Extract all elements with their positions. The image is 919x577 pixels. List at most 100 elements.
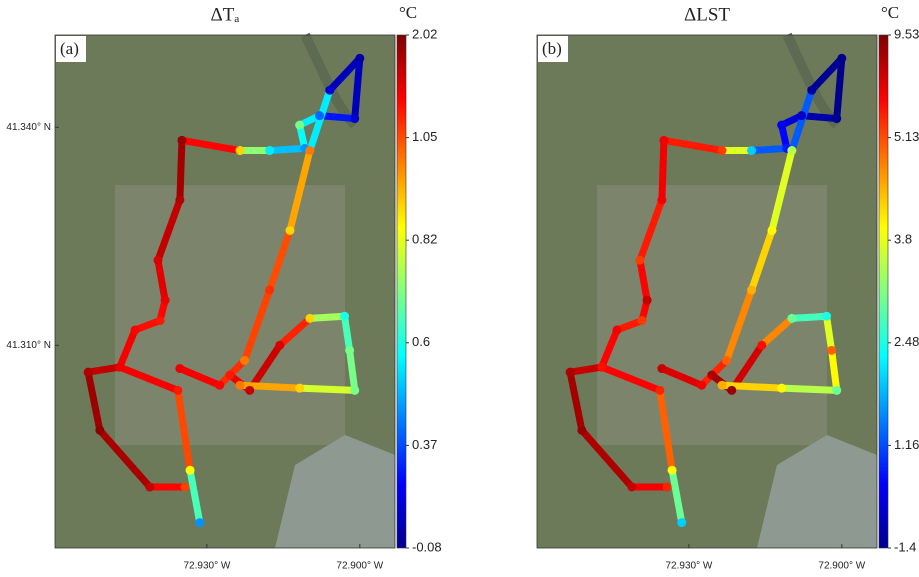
figure: 72.930° W 72.900° W 41.340° N 41.310° N (a) Δ…	[0, 0, 919, 577]
x-tick-label: 72.930° W	[665, 561, 712, 572]
route-point	[747, 286, 756, 295]
route-point	[340, 312, 349, 321]
colorbar-tick-label: 5.13	[894, 129, 919, 144]
route-point	[245, 386, 254, 395]
route-segment	[180, 140, 182, 200]
colorbar-tick-label: -1.4	[894, 539, 916, 554]
route-point	[195, 518, 204, 527]
y-tick-label: 41.340° N	[6, 122, 51, 133]
route-point	[657, 364, 666, 373]
route-point	[350, 114, 359, 123]
route-segment	[792, 316, 827, 318]
colorbar-tick-label: 1.05	[412, 129, 437, 144]
route-point	[832, 386, 841, 395]
colorbar	[397, 35, 406, 548]
colorbar-tick-label: 0.82	[412, 232, 437, 247]
route-segment	[662, 140, 664, 200]
route-point	[577, 426, 586, 435]
route-point	[566, 368, 575, 377]
route-point	[175, 364, 184, 373]
route-point	[186, 466, 195, 475]
route-point	[777, 384, 786, 393]
x-tick-label: 72.900° W	[818, 561, 865, 572]
route-point	[787, 314, 796, 323]
colorbar-tick-label: 2.02	[412, 26, 437, 41]
colorbar-tick-label: 3.8	[894, 232, 912, 247]
route-segment	[782, 388, 837, 390]
route-point	[115, 363, 124, 372]
colorbar-tick-label: 2.48	[894, 334, 919, 349]
colorbar-tick-label: 0.37	[412, 437, 437, 452]
route-point	[177, 136, 186, 145]
route-point	[350, 386, 359, 395]
route-point	[757, 341, 766, 350]
route-point	[236, 146, 245, 155]
route-point	[659, 136, 668, 145]
colorbar-tick-label: -0.08	[412, 539, 442, 554]
route-point	[153, 256, 162, 265]
route-point	[707, 371, 716, 380]
route-point	[236, 381, 245, 390]
route-point	[677, 518, 686, 527]
route-point	[627, 482, 636, 491]
route-point	[777, 121, 786, 130]
route-point	[613, 326, 622, 335]
route-point	[718, 146, 727, 155]
route-point	[156, 316, 165, 325]
route-point	[305, 314, 314, 323]
route-point	[767, 226, 776, 235]
route-point	[355, 54, 364, 63]
route-point	[747, 146, 756, 155]
y-tick-label: 41.310° N	[6, 340, 51, 351]
route-point	[643, 296, 652, 305]
route-point	[697, 381, 706, 390]
route-point	[832, 114, 841, 123]
route-point	[822, 312, 831, 321]
panel-label: (a)	[60, 39, 79, 58]
route-point	[95, 426, 104, 435]
route-point	[275, 341, 284, 350]
route-point	[325, 86, 334, 95]
route-point	[145, 482, 154, 491]
route-point	[161, 296, 170, 305]
route-point	[84, 368, 93, 377]
route-point	[295, 121, 304, 130]
route-point	[718, 381, 727, 390]
route-point	[240, 356, 249, 365]
route-point	[655, 386, 664, 395]
route-point	[265, 146, 274, 155]
route-point	[131, 326, 140, 335]
route-point	[787, 146, 796, 155]
route-point	[657, 195, 666, 204]
route-point	[837, 54, 846, 63]
route-point	[827, 346, 836, 355]
route-point	[597, 363, 606, 372]
route-segment	[300, 388, 355, 390]
colorbar-unit: °C	[399, 3, 417, 22]
route-point	[807, 86, 816, 95]
colorbar-tick-label: 0.6	[412, 334, 430, 349]
chart-title: ΔLST	[684, 4, 730, 25]
panel-label: (b)	[542, 39, 562, 58]
route-point	[722, 356, 731, 365]
route-point	[180, 482, 189, 491]
route-point	[345, 346, 354, 355]
route-point	[797, 111, 806, 120]
route-point	[215, 381, 224, 390]
route-segment	[752, 148, 787, 150]
route-point	[175, 195, 184, 204]
colorbar-tick-label: 1.16	[894, 437, 919, 452]
route-point	[285, 226, 294, 235]
route-point	[225, 371, 234, 380]
route-point	[295, 384, 304, 393]
colorbar-tick-label: 9.53	[894, 26, 919, 41]
x-tick-label: 72.900° W	[336, 561, 383, 572]
route-segment	[270, 148, 305, 150]
route-point	[265, 286, 274, 295]
chart-title: ΔTₐ	[210, 4, 239, 25]
route-point	[173, 386, 182, 395]
route-segment	[310, 316, 345, 318]
route-point	[635, 256, 644, 265]
route-point	[662, 482, 671, 491]
route-point	[638, 316, 647, 325]
